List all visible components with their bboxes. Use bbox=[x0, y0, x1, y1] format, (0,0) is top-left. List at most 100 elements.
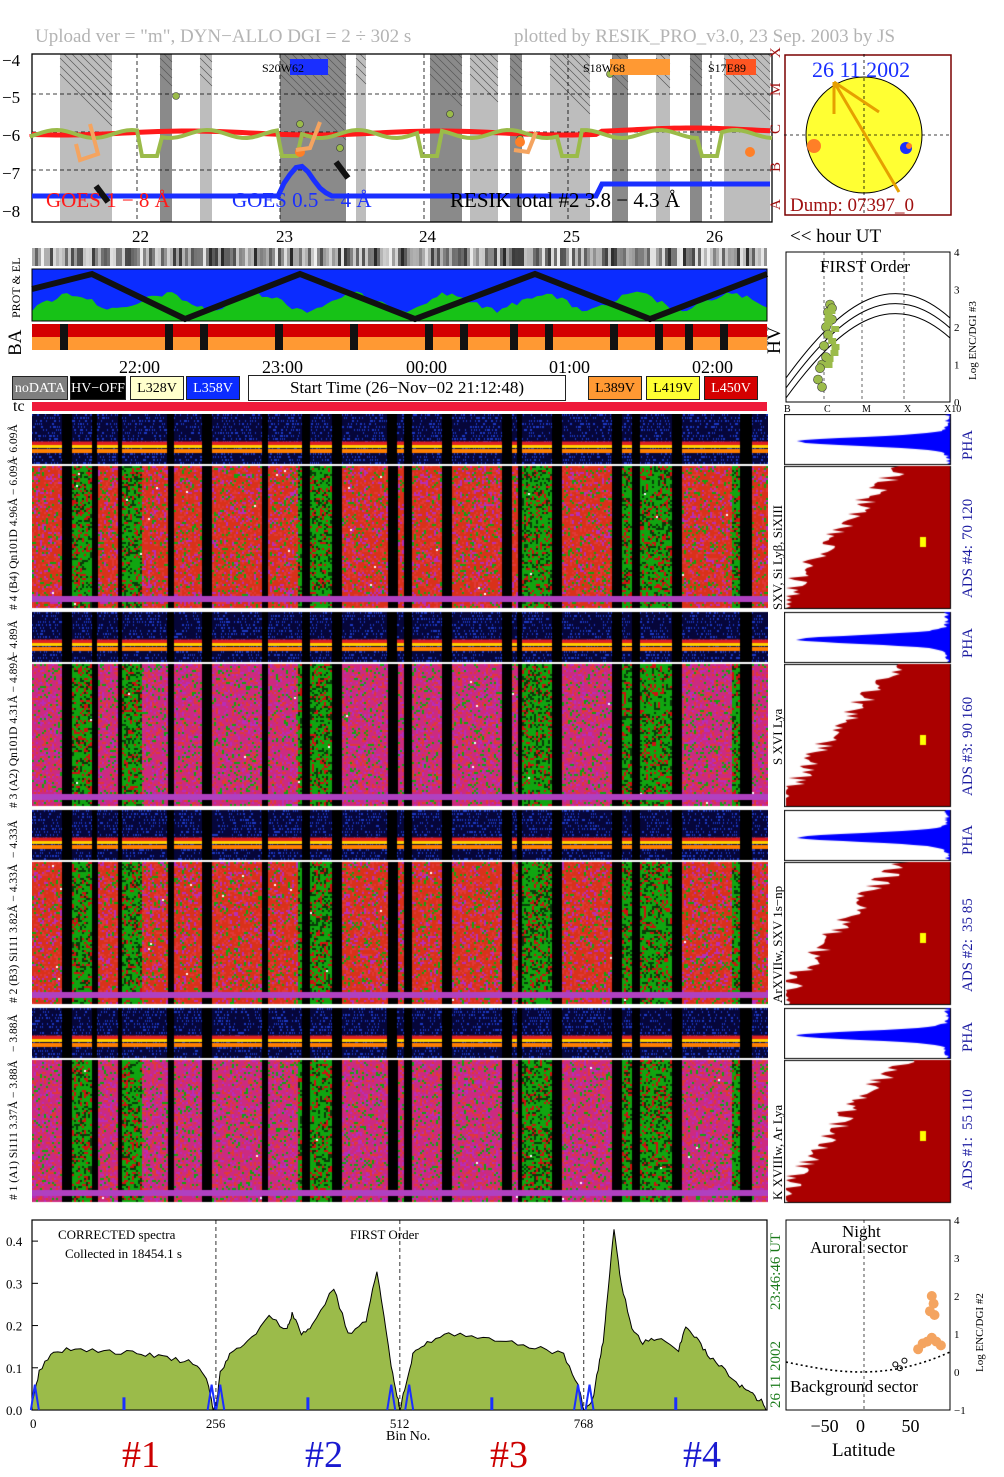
first-order-x-tick: C bbox=[824, 404, 831, 413]
legend-l450: L450V bbox=[704, 376, 758, 400]
lat-bottom: Background sector bbox=[790, 1377, 918, 1396]
latitude-x-tick: −50 bbox=[810, 1416, 838, 1436]
latitude-y-tick: 0 bbox=[954, 1367, 960, 1379]
legend-resik: RESIK total #2 3.8 − 4.3 Å bbox=[450, 188, 681, 212]
latitude-x-tick: 50 bbox=[902, 1416, 920, 1436]
ch2-label: # 2 (B3) Si111 3.82Å − 4.33Å bbox=[8, 863, 20, 1003]
latitude-y-tick: 4 bbox=[954, 1215, 960, 1227]
ch1-pha: PHA bbox=[960, 1021, 976, 1052]
latitude-small-point bbox=[901, 1357, 908, 1364]
goes-shaded-band bbox=[510, 54, 522, 222]
latitude-x-tick: 0 bbox=[856, 1416, 865, 1436]
ch3-ads: ADS #3: bbox=[960, 743, 976, 796]
ch4-label: # 4 (B4) Qn101D 4.96Å − 6.09Å bbox=[8, 457, 20, 610]
first-order-point bbox=[815, 363, 825, 374]
status-panel: PROT & EL BA HV bbox=[5, 248, 784, 354]
spectrum-blue-marker bbox=[29, 1384, 40, 1411]
latitude-point bbox=[926, 1291, 937, 1301]
legend-hv-off: HV−OFF bbox=[70, 376, 126, 400]
spectrum-y-tick: 0.0 bbox=[6, 1403, 22, 1418]
goes-y-tick: −7 bbox=[2, 164, 21, 183]
first-order-x-tick: X10 bbox=[944, 404, 961, 413]
goes-shaded-band bbox=[200, 54, 212, 222]
latitude-point bbox=[928, 1298, 939, 1309]
segment-1: #1 bbox=[122, 1434, 160, 1476]
first-order-title: FIRST Order bbox=[820, 257, 910, 276]
first-order-point bbox=[819, 340, 829, 351]
goes-shaded-band bbox=[656, 54, 670, 222]
spectrum-note-1: CORRECTED spectra bbox=[58, 1227, 176, 1242]
legend-l358: L358V bbox=[186, 376, 240, 400]
label-prot-el: PROT & EL bbox=[9, 258, 23, 318]
spectrum-x-tick: 512 bbox=[390, 1416, 410, 1431]
ch1-label: # 1 (A1) Si111 3.37Å − 3.88Å bbox=[8, 1060, 20, 1200]
ch3-ads-range: 90 160 bbox=[960, 696, 976, 738]
region-label-2: S17E89 bbox=[708, 61, 746, 75]
sun-date: 26 11 2002 bbox=[812, 57, 910, 82]
ch4-pha: PHA bbox=[960, 429, 976, 460]
sun-panel: 26 11 2002 Dump: 07397_0 bbox=[784, 54, 952, 216]
spectrum-note-3: FIRST Order bbox=[350, 1227, 419, 1242]
tc-bar bbox=[32, 402, 767, 411]
latitude-point bbox=[924, 1306, 935, 1317]
spectrum-blue-marker bbox=[386, 1384, 397, 1411]
latitude-point bbox=[917, 1338, 928, 1349]
time-tick-4: 02:00 bbox=[692, 357, 734, 377]
latitude-y-tick: 3 bbox=[954, 1253, 960, 1265]
sun-dump: Dump: 07397_0 bbox=[790, 195, 914, 216]
legend-goes-short: GOES 0.5 − 4 Å bbox=[232, 188, 372, 212]
label-hv: HV bbox=[764, 326, 784, 354]
goes-panel: −4 −5 −6 −7 −8 X M C B A S20W62 S18W68 S17E89 GO… bbox=[2, 47, 881, 244]
spectrogram-stack bbox=[32, 414, 768, 1204]
goes-shaded-band bbox=[356, 54, 366, 222]
ch3-lines: S XVI Lya bbox=[770, 708, 785, 765]
hour-tick-0: 22 bbox=[132, 227, 149, 244]
legend-l389: L389V bbox=[588, 376, 642, 400]
legend-goes-long: GOES 1 − 8 Å bbox=[46, 188, 171, 212]
goes-long-curve bbox=[29, 125, 771, 138]
spectrum-y-tick: 0.1 bbox=[6, 1361, 22, 1376]
first-order-y-tick: 3 bbox=[954, 285, 960, 297]
first-order-y-tick: 1 bbox=[954, 360, 960, 372]
time-tick-1: 23:00 bbox=[262, 357, 304, 377]
first-order-x-tick: B bbox=[784, 404, 791, 413]
spectrum-blue-marker bbox=[215, 1384, 226, 1411]
header: Upload ver = "m", DYN−ALLO DGI = 2 ÷ 302… bbox=[0, 0, 1004, 48]
lat-top-1: Night bbox=[842, 1222, 881, 1241]
latitude-y-tick: 2 bbox=[954, 1291, 960, 1303]
spectrum-note-2: Collected in 18454.1 s bbox=[65, 1246, 182, 1261]
first-order-y-tick: 0 bbox=[954, 397, 960, 409]
goes-class-label: C bbox=[768, 124, 784, 134]
first-order-point bbox=[813, 374, 823, 385]
ch1-lines: K XVIIIw, Ar Lya bbox=[770, 1104, 785, 1200]
first-order-panel: FIRST Order Log ENC/DGI #3 4 3 2 1 0 B C M X X10 bbox=[784, 248, 979, 413]
label-ba: BA bbox=[5, 329, 26, 354]
legend-l328: L328V bbox=[130, 376, 184, 400]
region-label-0: S20W62 bbox=[262, 61, 304, 75]
first-order-y-tick: 2 bbox=[954, 322, 960, 334]
region-label-1: S18W68 bbox=[583, 61, 625, 75]
first-order-ylabel: Log ENC/DGI #3 bbox=[967, 301, 979, 380]
spectrum-date: 26 11 2002 bbox=[768, 1341, 784, 1408]
spectrum-time: 23:46:46 UT bbox=[768, 1233, 784, 1310]
flare-marker bbox=[745, 147, 755, 157]
time-tick-3: 01:00 bbox=[549, 357, 591, 377]
header-plot-credit: plotted by RESIK_PRO_v3.0, 23 Sep. 2003 … bbox=[514, 26, 896, 47]
lat-top-2: Auroral sector bbox=[810, 1238, 908, 1257]
goes-y-tick: −8 bbox=[2, 202, 20, 221]
ch1-ads-range: 55 110 bbox=[960, 1089, 976, 1130]
spectrum-y-tick: 0.4 bbox=[6, 1234, 23, 1249]
goes-class-label: X bbox=[768, 47, 784, 58]
goes-y-tick: −6 bbox=[2, 126, 20, 145]
segment-3: #3 bbox=[490, 1434, 528, 1476]
ch4-ads: ADS #4: bbox=[960, 545, 976, 598]
ch2-ads-range: 35 85 bbox=[960, 898, 976, 932]
goes-class-label: A bbox=[768, 199, 784, 210]
spectrum-blue-marker bbox=[206, 1384, 217, 1411]
label-tc: tc bbox=[13, 398, 25, 415]
ch4-ads-range: 70 120 bbox=[960, 498, 976, 540]
spectrum-series-line bbox=[31, 1229, 767, 1411]
goes-class-label: B bbox=[768, 162, 784, 172]
ch2-ads: ADS #2: bbox=[960, 939, 976, 992]
resik-marker bbox=[446, 110, 454, 118]
